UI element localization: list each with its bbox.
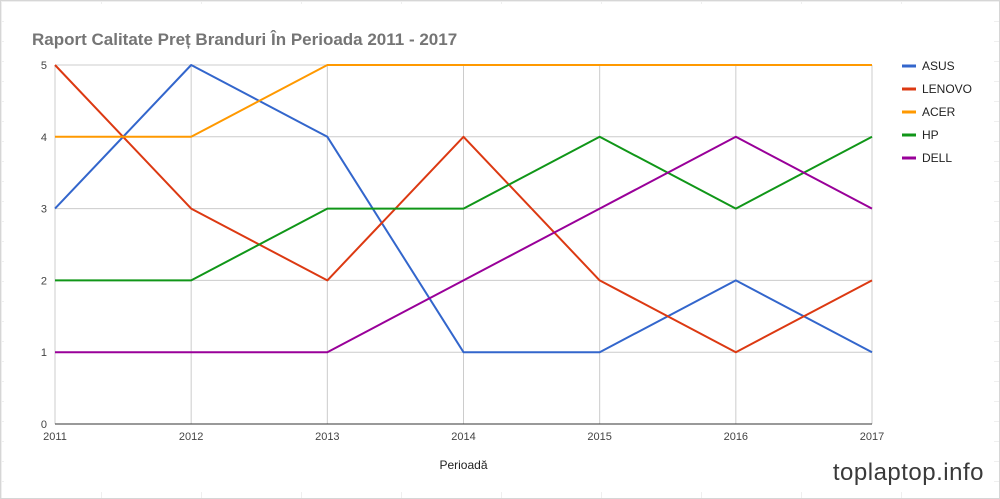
legend-label-asus: ASUS (922, 59, 955, 73)
y-tick-label: 0 (41, 419, 47, 431)
y-tick-label: 5 (41, 60, 47, 72)
x-tick-label: 2012 (179, 431, 203, 443)
legend-label-lenovo: LENOVO (922, 82, 972, 96)
legend-label-hp: HP (922, 128, 939, 142)
y-tick-label: 2 (41, 275, 47, 287)
y-tick-label: 3 (41, 204, 47, 216)
x-tick-label: 2017 (860, 431, 884, 443)
series-line-lenovo (54, 64, 873, 354)
grid-layer (54, 64, 873, 424)
series-line-asus (54, 64, 873, 354)
y-tick-label: 1 (41, 347, 47, 359)
series-line-dell (55, 135, 873, 354)
x-tick-label: 2011 (43, 431, 67, 443)
chart-title: Raport Calitate Preț Branduri În Perioad… (32, 30, 458, 49)
x-tick-label: 2013 (315, 431, 339, 443)
legend: ASUS LENOVO ACER HP DELL (902, 59, 972, 165)
chart-card: 0 1 2 3 4 5 2011 2012 2013 2014 2015 2016 2017 Perioa… (4, 4, 994, 492)
x-tick-label: 2015 (587, 431, 611, 443)
legend-label-dell: DELL (922, 151, 952, 165)
x-axis-title: Perioadă (439, 458, 487, 472)
series-line-acer (55, 64, 872, 138)
y-tick-label: 4 (41, 132, 47, 144)
series-line-hp (55, 135, 873, 282)
legend-label-acer: ACER (922, 105, 956, 119)
axis-layer: 0 1 2 3 4 5 2011 2012 2013 2014 2015 2016 2017 Perioa… (41, 60, 884, 472)
series-layer (54, 64, 873, 354)
x-tick-label: 2014 (451, 431, 475, 443)
line-chart: 0 1 2 3 4 5 2011 2012 2013 2014 2015 2016 2017 Perioa… (41, 59, 972, 472)
watermark: toplaptop.info (832, 459, 984, 486)
x-tick-label: 2016 (724, 431, 748, 443)
